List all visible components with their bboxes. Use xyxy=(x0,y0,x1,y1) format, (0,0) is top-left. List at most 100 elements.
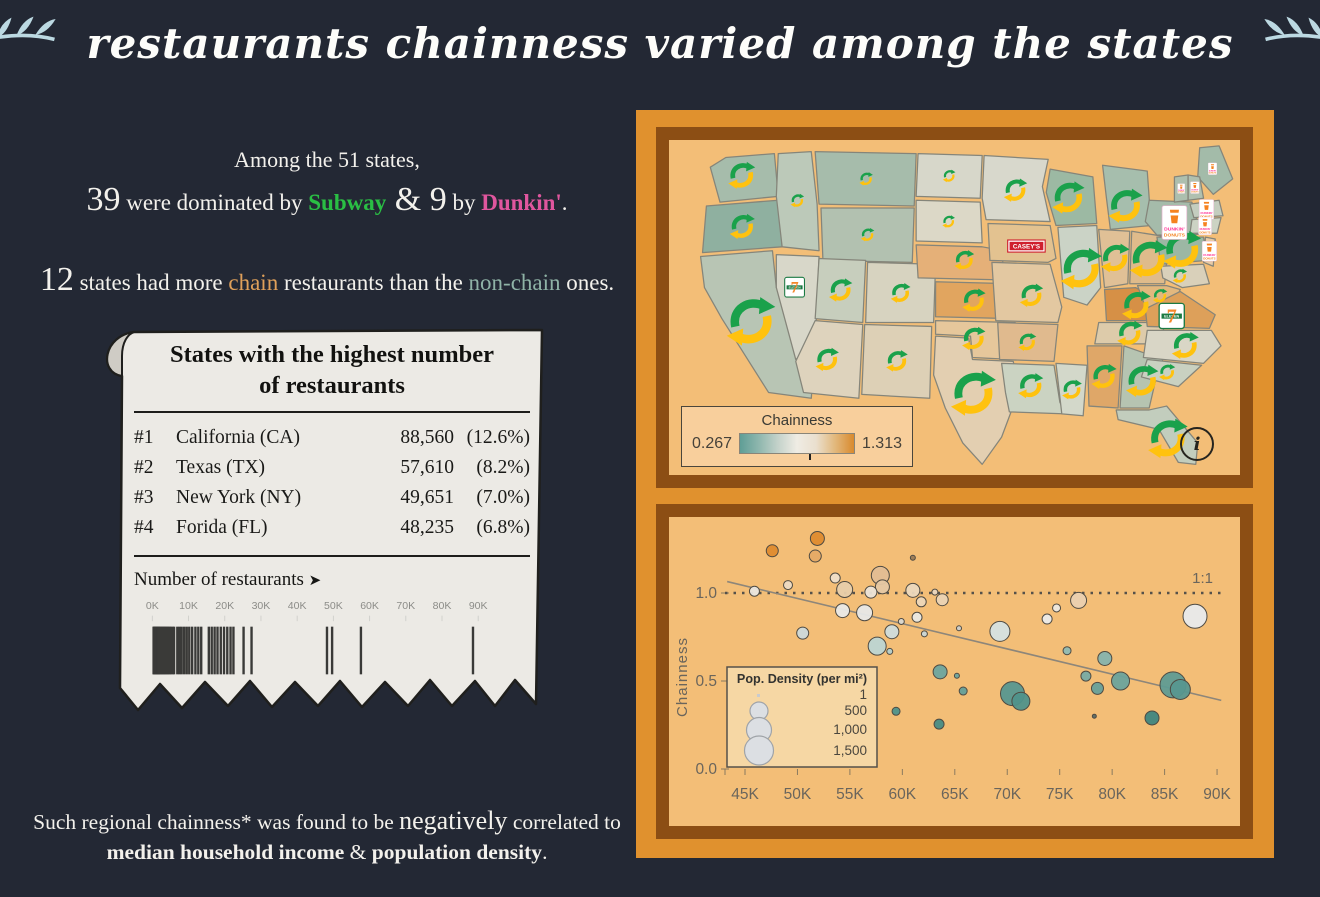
info-button[interactable]: i xyxy=(1180,427,1214,461)
state-shape-AL[interactable] xyxy=(1086,345,1123,409)
state-shape-NM[interactable] xyxy=(861,323,933,399)
caseys-logo[interactable] xyxy=(1007,239,1046,253)
state-shape-WA[interactable] xyxy=(709,152,779,203)
scatter-bubble[interactable] xyxy=(932,664,948,680)
map-color-legend: Chainness 0.267 1.313 xyxy=(681,406,913,467)
scatter-bubble[interactable] xyxy=(1052,603,1062,613)
scatter-bubble[interactable] xyxy=(809,530,825,546)
scatter-bubble[interactable] xyxy=(911,611,923,623)
scatter-bubble[interactable] xyxy=(915,596,927,608)
scatter-bubble[interactable] xyxy=(867,636,887,656)
scatter-bubble[interactable] xyxy=(1091,713,1097,719)
state-shape-AR[interactable] xyxy=(997,321,1059,363)
dunkin-logo[interactable] xyxy=(1198,199,1215,220)
scatter-bubble[interactable] xyxy=(808,549,822,563)
x-tick-label: 45K xyxy=(731,786,759,803)
scatter-bubble[interactable] xyxy=(931,588,939,596)
state-shape-IN[interactable] xyxy=(1098,228,1131,289)
state-shape-MO[interactable] xyxy=(991,261,1063,324)
scatter-bubble[interactable] xyxy=(874,579,890,595)
scatter-bubble[interactable] xyxy=(935,593,949,607)
state-shape-AZ[interactable] xyxy=(795,319,864,399)
scatter-bubble[interactable] xyxy=(829,572,841,584)
barcode-bar xyxy=(250,626,253,675)
scatter-bubble[interactable] xyxy=(1169,678,1191,700)
scatter-bubble[interactable] xyxy=(748,585,760,597)
state-shape-UT[interactable] xyxy=(814,257,867,324)
state-shape-SD[interactable] xyxy=(915,199,983,244)
seven-eleven-logo[interactable] xyxy=(1158,302,1185,330)
scatter-bubble[interactable] xyxy=(835,603,851,619)
scatter-bubble[interactable] xyxy=(1011,691,1031,711)
state-shape-LA[interactable] xyxy=(1000,362,1067,415)
pop-density-legend-label: 500 xyxy=(844,703,867,718)
scatter-bubble[interactable] xyxy=(836,580,854,598)
barcode-bar xyxy=(172,626,176,675)
restaurant-share: (6.8%) xyxy=(476,517,530,539)
state-shape-CA[interactable] xyxy=(699,250,816,399)
dunkin-logo[interactable] xyxy=(1201,240,1217,262)
scatter-bubble[interactable] xyxy=(1144,710,1160,726)
scatter-bubble[interactable] xyxy=(1182,603,1208,629)
scatter-bubble[interactable] xyxy=(958,686,968,696)
scatter-bubble[interactable] xyxy=(955,625,962,632)
scatter-bubble[interactable] xyxy=(1111,671,1131,691)
seven-eleven-logo[interactable] xyxy=(784,276,805,298)
restaurant-count: 48,235 xyxy=(400,517,454,539)
x-tick-label: 50K xyxy=(784,786,812,803)
scatter-bubble[interactable] xyxy=(1062,646,1072,656)
scatter-bubble[interactable] xyxy=(1080,670,1092,682)
scatter-bubble[interactable] xyxy=(1041,613,1053,625)
map-legend-max: 1.313 xyxy=(861,434,902,452)
dunkin-logo[interactable] xyxy=(1177,183,1186,194)
footnote-text: Such regional chainness* was found to be xyxy=(33,809,400,834)
state-shape-ID[interactable] xyxy=(775,151,820,252)
dunkin-logo[interactable] xyxy=(1207,162,1218,175)
scatter-bubble[interactable] xyxy=(886,647,894,655)
pop-density-legend-label: 1,500 xyxy=(833,743,867,758)
state-shape-TX[interactable] xyxy=(932,335,1020,465)
us-chainness-map[interactable] xyxy=(669,140,1240,475)
scatter-bubble[interactable] xyxy=(905,582,921,598)
dunkin-logo[interactable] xyxy=(1198,216,1212,236)
receipt-title-line2: of restaurants xyxy=(259,371,405,399)
state-shape-MN[interactable] xyxy=(981,154,1051,223)
state-shape-WI[interactable] xyxy=(1045,168,1098,227)
map-legend-min: 0.267 xyxy=(692,434,733,452)
scatter-bubble[interactable] xyxy=(891,706,901,716)
scatter-bubble[interactable] xyxy=(765,544,779,558)
scatter-bubble[interactable] xyxy=(989,620,1011,642)
laurel-left-icon xyxy=(0,16,57,42)
scatter-bubble[interactable] xyxy=(933,718,945,730)
dunkin-logo[interactable] xyxy=(1190,181,1200,194)
state-shape-NC[interactable] xyxy=(1142,329,1222,364)
scatter-bubble[interactable] xyxy=(796,626,810,640)
barcode-tick-label: 50K xyxy=(324,601,343,613)
scatter-bubble[interactable] xyxy=(953,672,960,679)
restaurant-count: 57,610 xyxy=(400,457,454,479)
state-shape-MT[interactable] xyxy=(814,151,917,207)
scatter-bubble[interactable] xyxy=(897,618,905,626)
scatter-bubble[interactable] xyxy=(783,580,794,591)
barcode-bar xyxy=(471,626,475,675)
scatter-bubble[interactable] xyxy=(909,554,916,561)
barcode-bar xyxy=(178,626,181,675)
scatter-bubble[interactable] xyxy=(856,604,874,622)
state-shape-ND[interactable] xyxy=(915,152,983,199)
dunkin-brand-word: Dunkin' xyxy=(481,190,562,215)
state-shape-WY[interactable] xyxy=(820,207,915,263)
barcode-bar xyxy=(359,626,363,675)
map-legend-gradient[interactable] xyxy=(739,433,855,460)
dunkin-logo[interactable] xyxy=(1161,205,1188,240)
scatter-bubble[interactable] xyxy=(864,585,878,599)
scatter-bubble[interactable] xyxy=(1090,681,1104,695)
scatter-bubble[interactable] xyxy=(1097,650,1113,666)
chainness-income-scatter[interactable]: 45K 50K 55K 60K 65K 70K 75K 80K 85K 90K 0.0 0.5 1.0 C… xyxy=(669,517,1240,826)
scatter-bubble[interactable] xyxy=(1070,591,1088,609)
state-shape-MS[interactable] xyxy=(1055,362,1088,417)
scatter-bubble[interactable] xyxy=(920,630,928,638)
state-shape-OR[interactable] xyxy=(701,199,783,254)
y-tick-label: 1.0 xyxy=(695,585,717,602)
scatter-bubble[interactable] xyxy=(884,624,900,640)
